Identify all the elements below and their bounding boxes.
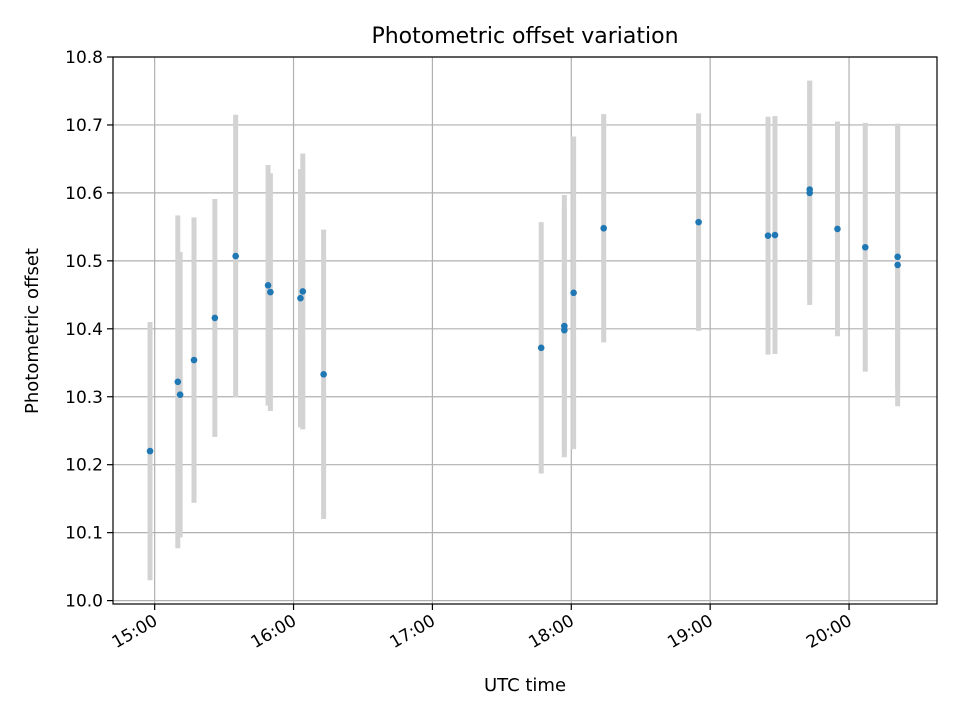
x-tick-label: 19:00 (664, 611, 716, 653)
y-tick-label: 10.3 (65, 388, 103, 408)
data-point (834, 225, 841, 233)
error-bars (147, 80, 901, 581)
data-points (146, 186, 901, 455)
data-point (861, 243, 869, 251)
data-point (267, 288, 274, 296)
data-point (190, 356, 198, 364)
y-tick-label: 10.7 (65, 116, 103, 136)
x-tick-label: 20:00 (803, 611, 855, 653)
grid (113, 56, 937, 604)
data-point (537, 344, 545, 352)
data-point (211, 314, 219, 322)
y-tick-label: 10.2 (65, 456, 103, 476)
x-tick-label: 17:00 (386, 611, 438, 653)
y-tick-label: 10.1 (65, 524, 103, 544)
y-tick-label: 10.4 (65, 320, 103, 340)
x-tick-label: 18:00 (525, 611, 577, 653)
data-point (894, 261, 901, 269)
x-tick-label: 15:00 (109, 611, 161, 653)
x-tick-label: 16:00 (248, 611, 300, 653)
data-point (764, 232, 772, 240)
y-tick-label: 10.5 (65, 252, 103, 272)
axis-ticks: 15:00 16:00 17:00 18:00 19:00 20:00 10.0 10.1 10… (65, 48, 855, 653)
chart-title: Photometric offset variation (371, 24, 678, 49)
data-point (561, 322, 568, 330)
data-point (570, 289, 577, 297)
data-point (771, 231, 779, 239)
data-point (146, 447, 154, 455)
data-point (232, 252, 239, 260)
y-tick-label: 10.0 (65, 592, 103, 612)
data-point (600, 224, 607, 232)
x-axis-label: UTC time (484, 675, 566, 696)
data-point (174, 378, 182, 386)
data-point (176, 391, 184, 399)
data-point (695, 218, 702, 226)
data-point (806, 186, 813, 193)
y-tick-label: 10.8 (65, 48, 103, 68)
data-point (320, 371, 327, 378)
data-point (299, 288, 307, 295)
data-point (264, 282, 272, 289)
y-axis-label: Photometric offset (22, 248, 43, 414)
data-point (894, 253, 901, 261)
data-point (297, 294, 304, 302)
plot-frame (112, 56, 938, 605)
y-tick-label: 10.6 (65, 184, 103, 204)
